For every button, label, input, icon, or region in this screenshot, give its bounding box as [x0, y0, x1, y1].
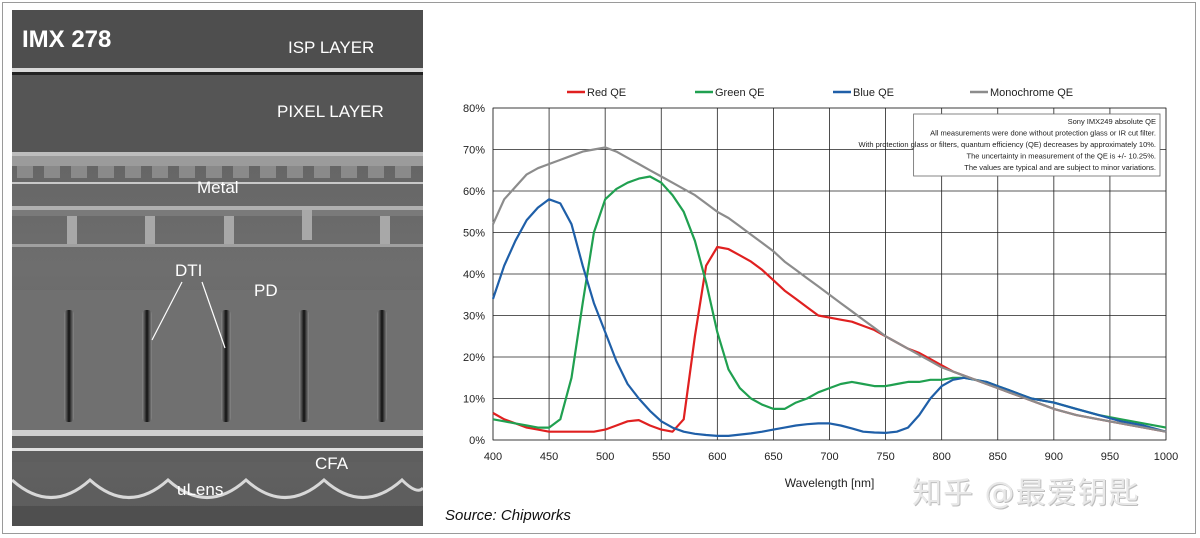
- chart-annotation: Sony IMX249 absolute QE All measurements …: [859, 113, 1161, 177]
- x-tick-label: 1000: [1154, 451, 1178, 463]
- x-tick-label: 450: [540, 451, 558, 463]
- micro-lenses: [12, 477, 423, 499]
- annotation-line: All measurements were done without prote…: [930, 129, 1156, 138]
- y-tick-label: 0%: [469, 435, 485, 447]
- sem-title: IMX 278: [22, 26, 111, 53]
- annotation-line: The uncertainty in measurement of the QE…: [967, 152, 1156, 161]
- x-tick-label: 400: [484, 451, 502, 463]
- x-tick-label: 900: [1045, 451, 1063, 463]
- dti-trenches: [64, 310, 387, 422]
- chart-series: [491, 146, 1167, 437]
- y-tick-label: 80%: [463, 103, 485, 115]
- annotation-line: The values are typical and are subject t…: [964, 163, 1156, 172]
- qe-chart: Red QE Green QE Blue QE Monochrome QE Sony …: [463, 87, 1178, 490]
- annotation-line: Sony IMX249 absolute QE: [1068, 117, 1156, 126]
- x-tick-label: 550: [652, 451, 670, 463]
- x-tick-label: 650: [764, 451, 782, 463]
- pd-label: PD: [254, 281, 278, 300]
- series-line-monochrome-qe: [491, 146, 1167, 433]
- y-tick-label: 60%: [463, 186, 485, 198]
- dti-label: DTI: [175, 261, 202, 280]
- y-tick-label: 50%: [463, 228, 485, 240]
- legend-label: Red QE: [587, 87, 626, 99]
- sem-cross-section-image: IMX 278 ISP LAYER PIXEL LAYER Metal DTI …: [12, 10, 423, 526]
- x-tick-label: 500: [596, 451, 614, 463]
- source-caption: Source: Chipworks: [445, 507, 571, 524]
- x-tick-label: 600: [708, 451, 726, 463]
- x-tick-label: 800: [932, 451, 950, 463]
- metal-label: Metal: [197, 178, 239, 197]
- y-tick-label: 40%: [463, 269, 485, 281]
- x-tick-label: 850: [989, 451, 1007, 463]
- isp-layer-label: ISP LAYER: [288, 38, 374, 57]
- y-tick-label: 10%: [463, 394, 485, 406]
- annotation-line: With protection glass or filters, quantu…: [859, 140, 1157, 149]
- x-axis-ticks: 400 450 500 550 600 650 700 750 800 850 900 950 1000: [484, 451, 1178, 463]
- series-line-blue-qe: [491, 198, 1167, 437]
- y-tick-label: 70%: [463, 145, 485, 157]
- watermark: 知乎 @最爱钥匙: [912, 476, 1140, 511]
- legend-label: Blue QE: [853, 87, 894, 99]
- cfa-label: CFA: [315, 454, 349, 473]
- chart-legend: Red QE Green QE Blue QE Monochrome QE: [567, 87, 1073, 99]
- legend-label: Green QE: [715, 87, 765, 99]
- y-axis-ticks: 0% 10% 20% 30% 40% 50% 60% 70% 80%: [463, 103, 485, 447]
- ulens-label: uLens: [177, 480, 223, 499]
- x-tick-label: 700: [820, 451, 838, 463]
- x-tick-label: 750: [876, 451, 894, 463]
- annotation-box-frame: [913, 113, 1161, 177]
- legend-label: Monochrome QE: [990, 87, 1073, 99]
- pixel-layer-label: PIXEL LAYER: [277, 102, 384, 121]
- y-tick-label: 20%: [463, 352, 485, 364]
- y-tick-label: 30%: [463, 311, 485, 323]
- metal-layer: [12, 156, 423, 178]
- x-tick-label: 950: [1101, 451, 1119, 463]
- x-axis-label: Wavelength [nm]: [785, 476, 875, 490]
